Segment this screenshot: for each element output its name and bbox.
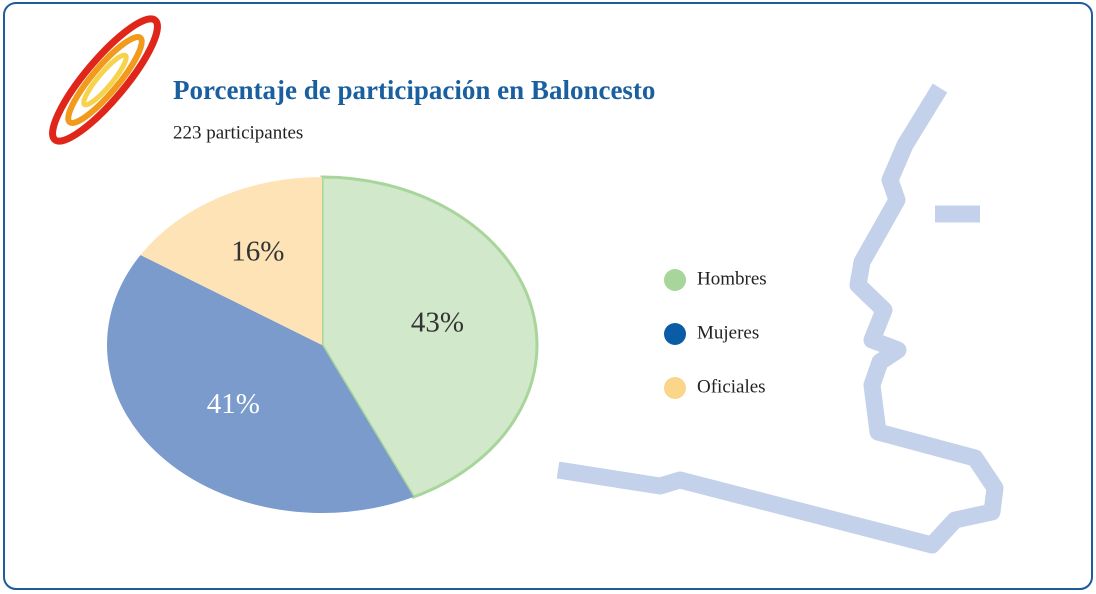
logo <box>49 15 161 145</box>
legend-swatch <box>664 377 686 399</box>
pie-slice <box>106 254 414 514</box>
pie-slice <box>320 175 539 499</box>
legend-swatch <box>664 323 686 345</box>
chart-title: Porcentaje de participación en Baloncest… <box>173 75 655 105</box>
face-decoration <box>556 83 1004 554</box>
data-label: 41% <box>207 388 260 420</box>
legend-swatch <box>664 269 686 291</box>
chart-subtitle: 223 participantes <box>173 122 303 143</box>
pie-slice <box>140 177 322 345</box>
legend-label: Oficiales <box>697 376 766 397</box>
legend-label: Mujeres <box>697 322 759 343</box>
data-label: 16% <box>231 235 284 267</box>
data-label: 43% <box>411 306 464 338</box>
legend-label: Hombres <box>697 268 767 289</box>
